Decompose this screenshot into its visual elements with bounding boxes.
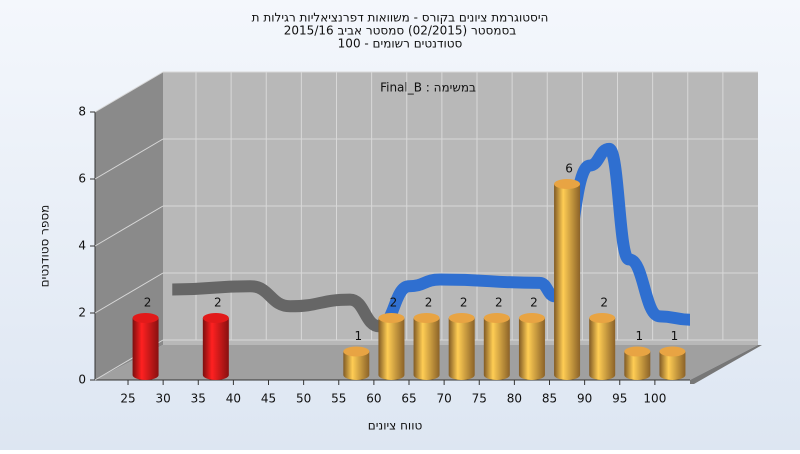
- x-tick-label: 50: [296, 392, 311, 406]
- bar: [202, 313, 229, 380]
- y-tick-label: 2: [78, 306, 86, 320]
- x-tick-label: 80: [507, 392, 522, 406]
- x-tick-label: 75: [472, 392, 487, 406]
- data-label: 1: [355, 329, 363, 343]
- bar: [378, 313, 405, 380]
- x-axis-label: טווח ציונים: [368, 419, 423, 433]
- data-label: 2: [144, 296, 152, 310]
- bar-top: [448, 313, 475, 323]
- bar: [483, 313, 510, 380]
- bar: [589, 313, 616, 380]
- y-tick-label: 6: [78, 172, 86, 186]
- y-tick-label: 8: [78, 105, 86, 119]
- bar-top: [554, 179, 581, 189]
- data-label: 2: [600, 296, 608, 310]
- data-label: 2: [530, 296, 538, 310]
- bar: [659, 346, 686, 380]
- bar: [518, 313, 545, 380]
- data-label: 2: [390, 296, 398, 310]
- grid-line: [94, 272, 164, 314]
- x-tick-label: 70: [436, 392, 451, 406]
- x-tick-label: 40: [226, 392, 241, 406]
- bar-body: [483, 318, 510, 380]
- curve-ribbon: [172, 280, 381, 333]
- bar-body: [413, 318, 440, 380]
- data-label: 1: [671, 329, 679, 343]
- x-tick-label: 85: [542, 392, 557, 406]
- data-label: 2: [425, 296, 433, 310]
- bar-body: [624, 351, 651, 380]
- data-label: 1: [635, 329, 643, 343]
- bar-top: [659, 346, 686, 357]
- title-line: היסטוגרמת ציונים בקורס - משוואות דפרנציא…: [252, 11, 549, 25]
- bar-body: [659, 351, 686, 380]
- subtitle: Final_B : במשימה: [380, 81, 476, 95]
- bar: [448, 313, 475, 380]
- bar-top: [518, 313, 545, 323]
- x-tick-label: 30: [155, 392, 170, 406]
- y-tick-label: 0: [78, 373, 86, 387]
- bar-body: [589, 318, 616, 380]
- title-line: בסמסטר (02/2015) סמסטר אביב 2015/16: [284, 24, 516, 38]
- x-tick-label: 55: [331, 392, 346, 406]
- x-tick-label: 45: [261, 392, 276, 406]
- data-label: 2: [460, 296, 468, 310]
- bar-top: [378, 313, 405, 323]
- bar-body: [518, 318, 545, 380]
- x-tick-label: 25: [120, 392, 135, 406]
- bar: [554, 179, 581, 380]
- data-label: 6: [565, 162, 573, 176]
- x-tick-label: 35: [191, 392, 206, 406]
- floor-edge: [690, 345, 762, 384]
- bar-top: [589, 313, 616, 323]
- bar: [132, 313, 159, 380]
- bar-body: [554, 184, 581, 380]
- bar-body: [448, 318, 475, 380]
- x-tick-label: 65: [401, 392, 416, 406]
- bar-top: [483, 313, 510, 323]
- data-label: 2: [214, 296, 222, 310]
- y-tick-label: 4: [78, 239, 86, 253]
- bar-top: [202, 313, 229, 323]
- bar: [413, 313, 440, 380]
- bar-top: [132, 313, 159, 323]
- bar-top: [343, 346, 370, 357]
- bar-body: [343, 351, 370, 380]
- y-axis-label: מספר סטודנטים: [38, 205, 52, 288]
- x-tick-label: 60: [366, 392, 381, 406]
- bar: [624, 346, 651, 380]
- bar: [343, 346, 370, 380]
- grid-line: [94, 71, 164, 113]
- grid-line: [94, 205, 164, 247]
- x-tick-label: 90: [577, 392, 592, 406]
- back-wall: [163, 72, 758, 345]
- bar-top: [624, 346, 651, 357]
- x-tick-label: 95: [612, 392, 627, 406]
- x-tick-label: 100: [643, 392, 666, 406]
- title-line: 100 - סטודנטים רשומים: [338, 37, 463, 51]
- grid-line: [94, 138, 164, 180]
- data-label: 2: [495, 296, 503, 310]
- bar-top: [413, 313, 440, 323]
- bar-body: [132, 318, 159, 380]
- bar-body: [378, 318, 405, 380]
- bar-body: [202, 318, 229, 380]
